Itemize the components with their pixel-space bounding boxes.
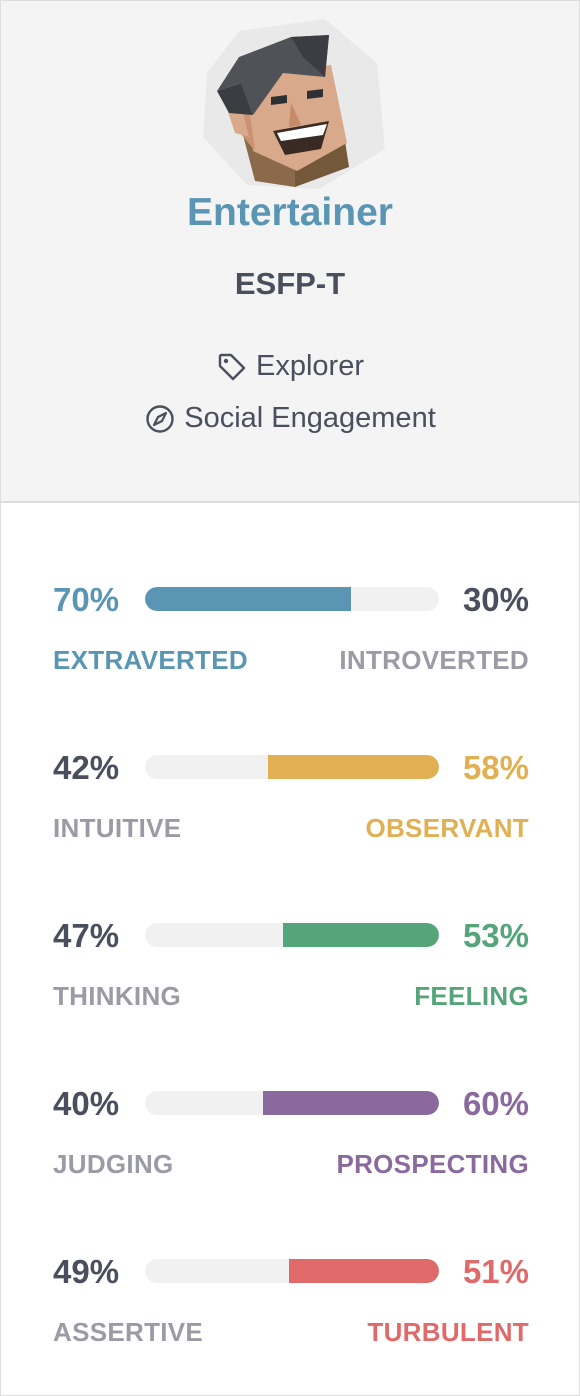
left-trait-label: JUDGING xyxy=(53,1149,174,1179)
trait-bar xyxy=(145,1259,439,1283)
left-trait-label: ASSERTIVE xyxy=(53,1317,204,1347)
trait-bar xyxy=(145,755,439,779)
left-percentage: 49% xyxy=(53,1253,120,1290)
trait-tactics: 40% 60% JUDGING PROSPECTING xyxy=(53,1085,529,1195)
trait-nature: 47% 53% THINKING FEELING xyxy=(53,917,529,1027)
role-row: Explorer xyxy=(1,350,579,383)
personality-type-name: Entertainer xyxy=(187,191,393,234)
trait-bar-fill xyxy=(268,755,439,779)
role-label: Explorer xyxy=(256,350,364,382)
trait-identity: 49% 51% ASSERTIVE TURBULENT xyxy=(53,1253,529,1363)
avatar xyxy=(203,19,385,189)
tag-icon xyxy=(218,353,246,380)
strategy-row: Social Engagement xyxy=(1,402,579,435)
trait-mind: 42% 58% INTUITIVE OBSERVANT xyxy=(53,749,529,859)
trait-bar-fill xyxy=(145,587,351,611)
trait-bar xyxy=(145,1091,439,1115)
left-percentage: 47% xyxy=(53,917,120,954)
trait-bar xyxy=(145,587,439,611)
right-trait-label: INTROVERTED xyxy=(339,645,529,675)
strategy-label: Social Engagement xyxy=(184,402,436,434)
right-trait-label: PROSPECTING xyxy=(336,1149,529,1179)
left-percentage: 70% xyxy=(53,581,120,618)
right-percentage: 60% xyxy=(462,1085,529,1122)
right-trait-label: TURBULENT xyxy=(367,1317,529,1347)
trait-bar-fill xyxy=(262,1091,439,1115)
right-trait-label: OBSERVANT xyxy=(365,813,529,843)
left-trait-label: THINKING xyxy=(53,981,182,1011)
left-percentage: 40% xyxy=(53,1085,120,1122)
right-percentage: 58% xyxy=(462,749,529,786)
trait-bar-fill xyxy=(289,1259,439,1283)
right-percentage: 30% xyxy=(462,581,529,618)
left-trait-label: INTUITIVE xyxy=(53,813,182,843)
trait-energy: 70% 30% EXTRAVERTED INTROVERTED xyxy=(53,581,529,691)
trait-bar-fill xyxy=(283,923,439,947)
left-trait-label: EXTRAVERTED xyxy=(53,645,248,675)
right-trait-label: FEELING xyxy=(414,981,529,1011)
profile-header: Entertainer ESFP-T Explorer Social Engag… xyxy=(1,1,579,503)
right-percentage: 53% xyxy=(462,917,529,954)
personality-type-code: ESFP-T xyxy=(234,266,346,301)
left-percentage: 42% xyxy=(53,749,120,786)
compass-icon xyxy=(146,404,174,433)
trait-bar xyxy=(145,923,439,947)
right-percentage: 51% xyxy=(462,1253,529,1290)
